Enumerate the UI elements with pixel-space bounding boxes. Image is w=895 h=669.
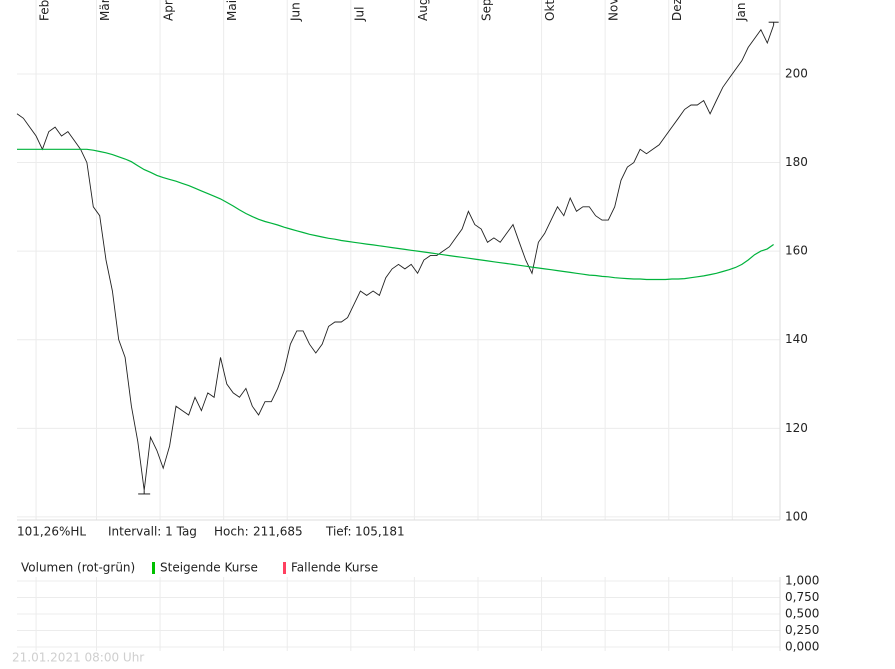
x-tick-label: Mär xyxy=(98,0,112,21)
y-tick-label: 120 xyxy=(785,421,808,435)
y-tick-label: 180 xyxy=(785,155,808,169)
legend-label: Fallende Kurse xyxy=(291,561,378,575)
info-text: 101,26%HL xyxy=(17,525,86,539)
x-tick-label: Okt xyxy=(543,0,557,21)
line-series xyxy=(17,148,774,281)
interval-text: Intervall: 1 Tag xyxy=(108,525,197,539)
legend-swatch xyxy=(152,562,155,574)
x-tick-label: Jun xyxy=(289,2,303,22)
high-label: Hoch: xyxy=(214,525,249,539)
x-tick-label: Aug xyxy=(416,0,430,21)
x-tick-label: Mai xyxy=(225,0,239,21)
x-tick-label: Feb xyxy=(38,0,52,21)
legend-label: Steigende Kurse xyxy=(160,561,258,575)
x-tick-label: Dez xyxy=(670,0,684,21)
line-series xyxy=(16,25,775,491)
y-tick-label: 100 xyxy=(785,509,808,523)
y-tick-label: 0,750 xyxy=(785,590,819,604)
x-tick-label: Jan xyxy=(734,3,748,23)
y-tick-label: 1,000 xyxy=(785,574,819,588)
y-tick-label: 140 xyxy=(785,332,808,346)
timestamp: 21.01.2021 08:00 Uhr xyxy=(12,651,144,665)
x-tick-label: Apr xyxy=(162,0,176,21)
volume-title: Volumen (rot-grün) xyxy=(21,561,135,575)
x-tick-label: Nov xyxy=(607,0,621,21)
x-tick-label: Sep xyxy=(479,0,493,21)
y-tick-label: 160 xyxy=(785,244,808,258)
x-tick-label: Jul xyxy=(352,7,366,22)
legend-swatch xyxy=(283,562,286,574)
low-label: Tief: xyxy=(325,525,352,539)
y-tick-label: 0,000 xyxy=(785,640,819,654)
y-tick-label: 0,500 xyxy=(785,607,819,621)
y-tick-label: 0,250 xyxy=(785,623,819,637)
y-tick-label: 200 xyxy=(785,66,808,80)
high-value: 211,685 xyxy=(253,525,303,539)
low-value: 105,181 xyxy=(355,525,405,539)
